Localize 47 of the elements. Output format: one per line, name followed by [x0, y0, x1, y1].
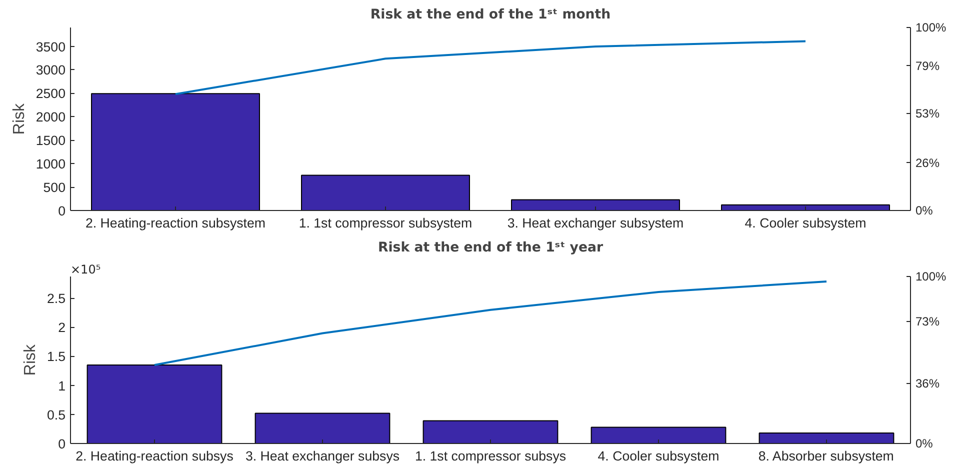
- y2-tick-label: 26%: [916, 156, 940, 170]
- y-tick-label: 1500: [36, 133, 66, 148]
- y2-tick-label: 73%: [916, 314, 940, 329]
- chart-title: Risk at the end of the 1ˢᵗ year: [378, 240, 604, 256]
- y2-tick-label: 0%: [916, 436, 934, 450]
- y-tick-label: 1.5: [46, 349, 66, 364]
- x-tick-label: 3. Heat exchanger subsys: [245, 448, 400, 464]
- y2-tick-label: 79%: [916, 58, 940, 73]
- y2-tick-label: 36%: [916, 376, 940, 390]
- y-tick-label: 1: [58, 378, 66, 394]
- y-axis-title: Risk: [10, 102, 28, 135]
- bar: [254, 412, 390, 444]
- y2-tick-label: 100%: [916, 20, 947, 34]
- chart-title: Risk at the end of the 1ˢᵗ month: [370, 8, 611, 22]
- y2-tick-label: 53%: [916, 106, 940, 121]
- x-tick-label: 4. Cooler subsystem: [598, 448, 720, 464]
- y-tick-label: 500: [43, 180, 66, 196]
- y-tick-label: 0.5: [46, 407, 66, 422]
- y-tick-label: 3000: [36, 62, 66, 78]
- y-tick-label: 2500: [36, 86, 66, 102]
- y-tick-label: 3500: [36, 39, 66, 54]
- y-tick-label: 1000: [36, 156, 66, 172]
- bar: [511, 199, 680, 210]
- line-series: [154, 280, 828, 366]
- y-axis-title: Risk: [22, 343, 39, 376]
- y-tick-label: 2: [58, 320, 66, 336]
- bar: [301, 174, 470, 210]
- line-series: [174, 40, 806, 96]
- y-tick-label: 0: [58, 204, 66, 218]
- y-tick-label: 2000: [36, 110, 66, 125]
- y2-tick-label: 0%: [916, 204, 934, 218]
- x-tick-label: 1. 1st compressor subsystem: [298, 216, 472, 230]
- bar: [91, 93, 260, 210]
- x-tick-label: 1. 1st compressor subsys: [414, 448, 566, 464]
- x-tick-label: 2. Heating-reaction subsys: [76, 448, 234, 464]
- x-tick-label: 8. Absorber subsystem: [758, 448, 894, 464]
- bar: [758, 432, 894, 444]
- y-tick-label: 2.5: [46, 291, 66, 306]
- x-tick-label: 4. Cooler subsystem: [744, 216, 866, 230]
- x-tick-label: 2. Heating-reaction subsystem: [85, 216, 266, 230]
- bar: [422, 420, 558, 444]
- bar: [590, 426, 726, 444]
- bar: [86, 364, 222, 444]
- text: ×10⁵: [70, 262, 101, 276]
- x-tick-label: 3. Heat exchanger subsystem: [507, 216, 684, 230]
- y-tick-label: 0: [58, 436, 66, 452]
- y2-tick-label: 100%: [916, 270, 947, 284]
